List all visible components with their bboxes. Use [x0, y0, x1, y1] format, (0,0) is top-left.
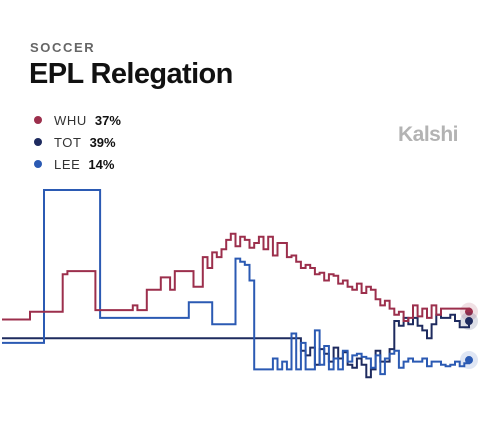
page-title: EPL Relegation [29, 58, 233, 90]
kalshi-logo: Kalshi [398, 123, 459, 146]
legend-label-whu: WHU [54, 112, 87, 128]
legend-value-tot: 39% [89, 134, 116, 150]
legend-label-tot: TOT [54, 134, 82, 150]
series-line-whu [2, 232, 470, 322]
series-line-lee [2, 189, 470, 376]
end-point-tot [465, 317, 473, 326]
legend-dot-tot [34, 138, 42, 146]
legend-item-whu: WHU 37% [34, 109, 121, 131]
end-point-lee [465, 356, 473, 365]
kicker: SOCCER [30, 40, 96, 55]
legend-item-tot: TOT 39% [34, 131, 121, 153]
legend-value-lee: 14% [88, 156, 115, 172]
legend-dot-whu [34, 116, 42, 124]
legend-value-whu: 37% [94, 112, 121, 128]
legend-label-lee: LEE [54, 156, 81, 172]
legend-item-lee: LEE 14% [34, 153, 121, 175]
end-point-whu [465, 307, 473, 316]
legend-dot-lee [34, 160, 42, 168]
chart-legend: WHU 37% TOT 39% LEE 14% [34, 109, 121, 175]
